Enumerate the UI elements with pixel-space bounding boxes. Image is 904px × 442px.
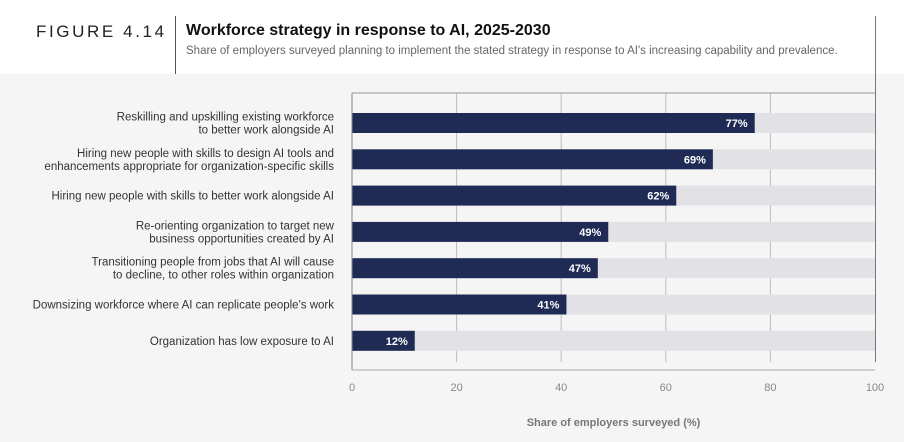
category-label: Downsizing workforce where AI can replic…: [33, 300, 335, 312]
data-label: 77%: [726, 118, 748, 130]
x-tick-label: 100: [866, 382, 884, 394]
right-rule: [875, 16, 876, 362]
x-tick-label: 20: [450, 382, 462, 394]
category-label: to better work alongside AI: [198, 125, 334, 137]
data-label: 12%: [386, 336, 408, 348]
category-label: Hiring new people with skills to design …: [77, 148, 334, 160]
category-label: Organization has low exposure to AI: [150, 336, 334, 348]
chart-subtitle: Share of employers surveyed planning to …: [186, 45, 838, 57]
x-tick-label: 0: [349, 382, 355, 394]
bar: [352, 330, 415, 351]
x-tick-label: 40: [555, 382, 567, 394]
category-label: Hiring new people with skills to better …: [51, 191, 334, 203]
header-divider: [175, 16, 176, 74]
data-label: 41%: [537, 300, 559, 312]
bar: [352, 185, 677, 206]
bar: [352, 294, 567, 315]
bar: [352, 149, 713, 170]
category-label: Transitioning people from jobs that AI w…: [92, 257, 334, 269]
category-label: Reskilling and upskilling existing workf…: [117, 112, 334, 124]
category-label: business opportunities created by AI: [149, 233, 334, 245]
x-tick-label: 80: [764, 382, 776, 394]
bar: [352, 258, 598, 279]
data-label: 69%: [684, 154, 706, 166]
x-tick-label: 60: [660, 382, 672, 394]
category-label: to decline, to other roles within organi…: [113, 270, 334, 282]
figure-header: [0, 0, 904, 74]
chart-title: Workforce strategy in response to AI, 20…: [186, 22, 551, 39]
data-label: 62%: [647, 191, 669, 203]
bar: [352, 221, 609, 242]
bar-track: [352, 330, 875, 351]
x-axis-title: Share of employers surveyed (%): [527, 417, 701, 429]
category-label: enhancements appropriate for organizatio…: [44, 161, 334, 173]
data-label: 49%: [579, 227, 601, 239]
data-label: 47%: [569, 263, 591, 275]
bar: [352, 113, 755, 133]
category-label: Re-orienting organization to target new: [136, 220, 335, 232]
figure-label: FIGURE 4.14: [36, 22, 167, 41]
